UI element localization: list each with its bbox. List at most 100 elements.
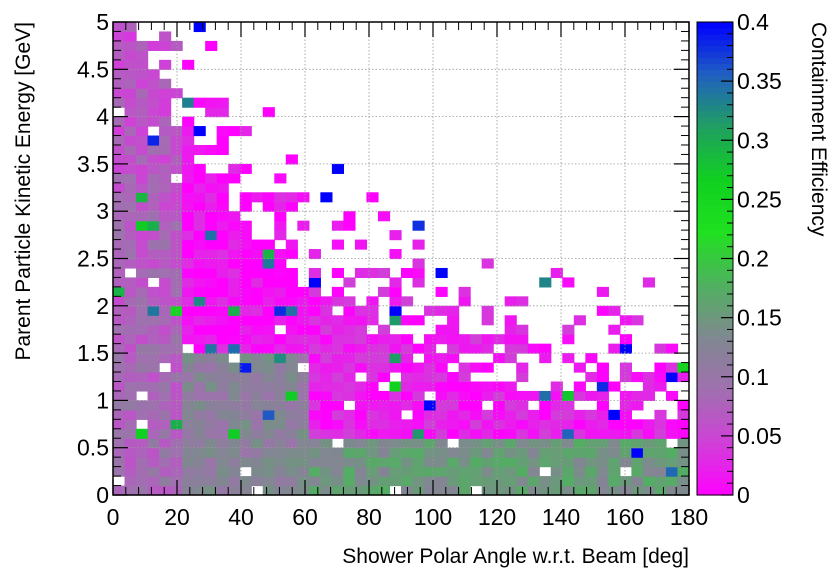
heatmap-cell — [251, 372, 264, 383]
heatmap-cell — [470, 362, 483, 373]
heatmap-cell — [401, 400, 414, 411]
heatmap-cell — [193, 126, 206, 137]
heatmap-cell — [136, 315, 149, 326]
heatmap-cell — [262, 419, 275, 430]
heatmap-cell — [596, 409, 609, 420]
heatmap-cell — [343, 447, 356, 458]
heatmap-cell — [274, 438, 287, 449]
heatmap-cell — [285, 390, 298, 401]
y-tick-label: 5 — [96, 9, 109, 35]
heatmap-cell — [193, 286, 206, 297]
color-bar-segment — [697, 453, 733, 461]
heatmap-cell — [262, 438, 275, 449]
heatmap-cell — [205, 201, 218, 212]
heatmap-cell — [147, 135, 160, 146]
heatmap-cell — [274, 457, 287, 468]
x-tick-label: 140 — [542, 504, 580, 530]
heatmap-cell — [136, 438, 149, 449]
heatmap-cell — [170, 40, 183, 51]
heatmap-cell — [481, 409, 494, 420]
heatmap-cell — [228, 466, 241, 477]
heatmap-cell — [205, 390, 218, 401]
heatmap-cell — [193, 239, 206, 250]
heatmap-cell — [274, 447, 287, 458]
heatmap-cell — [136, 78, 149, 89]
heatmap-cell — [251, 324, 264, 335]
heatmap-cell — [228, 476, 241, 487]
heatmap-cell — [389, 249, 402, 260]
heatmap-cell — [147, 163, 160, 174]
heatmap-cell — [504, 324, 517, 335]
heatmap-cell — [320, 438, 333, 449]
heatmap-cell — [205, 97, 218, 108]
heatmap-cell — [285, 286, 298, 297]
heatmap-cell — [516, 447, 529, 458]
heatmap-cell — [354, 428, 368, 439]
heatmap-cell — [308, 324, 321, 335]
heatmap-cell — [573, 457, 586, 468]
heatmap-cell — [354, 447, 368, 458]
heatmap-cell — [216, 381, 229, 392]
color-bar — [696, 21, 734, 496]
heatmap-cell — [596, 286, 609, 297]
heatmap-cell — [239, 220, 252, 231]
heatmap-cell — [274, 372, 287, 383]
heatmap-cell — [343, 476, 356, 487]
x-tick-label: 160 — [606, 504, 644, 530]
color-bar-segment — [697, 217, 733, 224]
heatmap-cell — [366, 343, 379, 354]
heatmap-cell — [239, 381, 252, 392]
heatmap-cell — [470, 457, 483, 468]
heatmap-cell — [262, 353, 275, 364]
heatmap-cell — [631, 428, 644, 439]
heatmap-cell — [182, 447, 195, 458]
heatmap-cell — [366, 447, 379, 458]
heatmap-cell — [216, 211, 229, 222]
heatmap-cell — [458, 457, 471, 468]
heatmap-cell — [239, 334, 252, 345]
heatmap-cell — [136, 343, 149, 354]
heatmap-cell — [481, 447, 494, 458]
heatmap-cell — [320, 372, 333, 383]
heatmap-cell — [205, 447, 218, 458]
heatmap-cell — [677, 466, 690, 477]
heatmap-cell — [159, 258, 172, 269]
heatmap-cell — [239, 296, 252, 307]
heatmap-cell — [308, 334, 321, 345]
heatmap-cell — [481, 485, 494, 496]
heatmap-cell — [182, 239, 195, 250]
color-bar-segment — [697, 353, 733, 360]
heatmap-cell — [401, 372, 414, 383]
heatmap-cell — [308, 457, 321, 468]
heatmap-cell — [228, 258, 241, 269]
heatmap-cell — [216, 173, 229, 184]
heatmap-cell — [147, 381, 160, 392]
heatmap-cell — [239, 428, 252, 439]
heatmap-cell — [562, 476, 575, 487]
heatmap-cell — [343, 457, 356, 468]
heatmap-cell — [458, 286, 471, 297]
heatmap-cell — [182, 135, 195, 146]
heatmap-cell — [366, 419, 379, 430]
heatmap-cell — [377, 419, 391, 430]
color-bar-segment — [697, 465, 733, 472]
heatmap-cell — [193, 182, 206, 193]
heatmap-cell — [435, 324, 448, 335]
heatmap-cell — [619, 447, 632, 458]
heatmap-cell — [113, 22, 126, 33]
heatmap-cell — [274, 485, 287, 496]
heatmap-cell — [401, 390, 414, 401]
heatmap-cell — [193, 353, 206, 364]
heatmap-cell — [113, 239, 126, 250]
heatmap-cell — [228, 277, 241, 288]
heatmap-cell — [182, 438, 195, 449]
heatmap-cell — [124, 457, 137, 468]
color-bar-segment — [697, 388, 733, 396]
heatmap-cell — [493, 381, 506, 392]
heatmap-cell — [193, 372, 206, 383]
heatmap-cell — [216, 372, 229, 383]
heatmap-cell — [124, 438, 137, 449]
heatmap-cell — [412, 438, 425, 449]
heatmap-cell — [147, 447, 160, 458]
heatmap-cell — [585, 447, 598, 458]
